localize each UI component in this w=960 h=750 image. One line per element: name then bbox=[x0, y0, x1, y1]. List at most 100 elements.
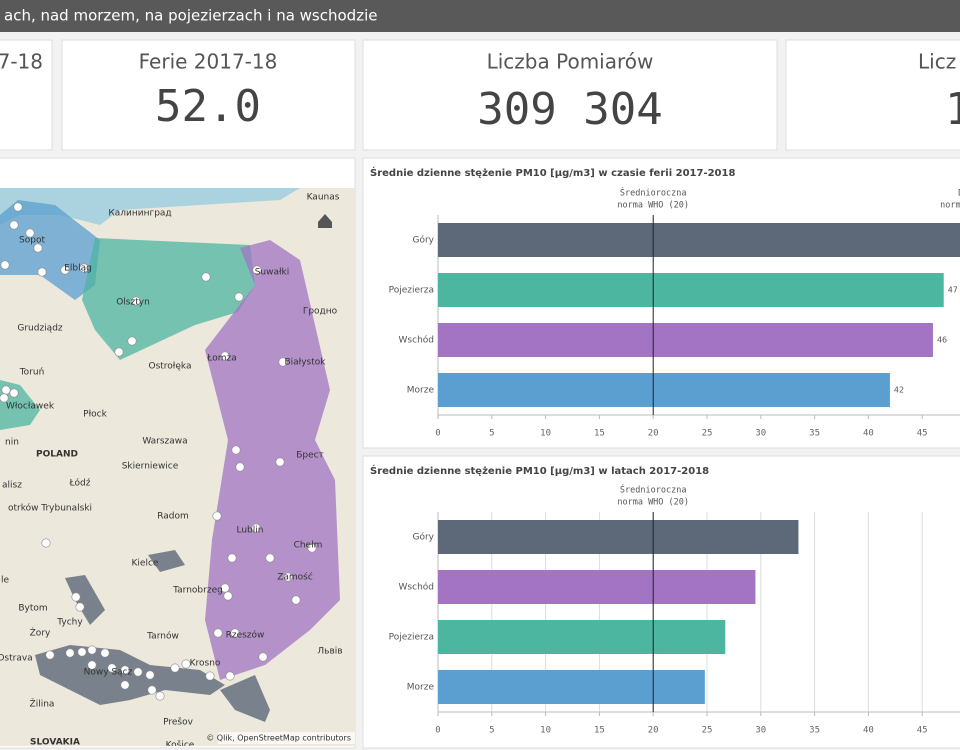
map-label: Bytom bbox=[18, 604, 47, 614]
station[interactable] bbox=[212, 511, 222, 521]
station[interactable] bbox=[60, 265, 70, 275]
map-label: Olsztyn bbox=[116, 298, 150, 308]
bar[interactable] bbox=[438, 520, 799, 554]
map[interactable]: Kaunas Калининград Sopot Elbląg Olsztyn Suwał… bbox=[0, 188, 355, 750]
station[interactable] bbox=[120, 665, 130, 675]
station[interactable] bbox=[65, 648, 75, 658]
map-label: Tarnów bbox=[146, 631, 179, 642]
station[interactable] bbox=[0, 260, 10, 270]
station[interactable] bbox=[147, 685, 157, 695]
kpi-card[interactable] bbox=[785, 39, 960, 151]
station[interactable] bbox=[45, 650, 55, 660]
station[interactable] bbox=[278, 357, 288, 367]
home-icon[interactable] bbox=[318, 214, 332, 228]
region-gory[interactable] bbox=[65, 575, 105, 625]
map-label: Kielce bbox=[132, 559, 159, 569]
map-label: Žilina bbox=[30, 698, 55, 710]
station[interactable] bbox=[291, 595, 301, 605]
station[interactable] bbox=[37, 267, 47, 277]
station[interactable] bbox=[0, 393, 9, 403]
station[interactable] bbox=[145, 670, 155, 680]
x-tick-label: 35 bbox=[809, 429, 820, 439]
kpi-label: 7-18 bbox=[0, 50, 43, 74]
region-wschod[interactable] bbox=[205, 240, 340, 680]
region-gory[interactable] bbox=[220, 675, 270, 722]
station[interactable] bbox=[33, 243, 43, 253]
station[interactable] bbox=[100, 648, 110, 658]
y-tick-label: Pojezierza bbox=[389, 633, 434, 643]
x-tick-label: 30 bbox=[755, 429, 766, 439]
x-tick-label: 40 bbox=[863, 429, 874, 439]
bar[interactable] bbox=[438, 223, 960, 257]
bar[interactable] bbox=[438, 323, 933, 357]
bar[interactable] bbox=[438, 273, 944, 307]
station[interactable] bbox=[77, 647, 87, 657]
region-gory[interactable] bbox=[148, 550, 185, 572]
bar[interactable] bbox=[438, 670, 705, 704]
station[interactable] bbox=[1, 385, 11, 395]
station[interactable] bbox=[79, 263, 89, 273]
x-tick-label: 5 bbox=[489, 429, 494, 439]
x-tick-label: 5 bbox=[489, 726, 494, 736]
bar[interactable] bbox=[438, 620, 726, 654]
station[interactable] bbox=[155, 691, 165, 701]
station[interactable] bbox=[235, 462, 245, 472]
region-morze[interactable] bbox=[0, 200, 100, 300]
station[interactable] bbox=[231, 445, 241, 455]
station[interactable] bbox=[220, 583, 230, 593]
station[interactable] bbox=[227, 553, 237, 563]
station[interactable] bbox=[71, 592, 81, 602]
map-credit: © Qlik, OpenStreetMap contributors bbox=[206, 734, 351, 743]
station[interactable] bbox=[213, 628, 223, 638]
chart-title: Średnie dzienne stężenie PM10 [µg/m3] w … bbox=[370, 166, 735, 179]
station[interactable] bbox=[220, 351, 230, 361]
kpi-card[interactable] bbox=[362, 39, 778, 151]
x-tick-label: 45 bbox=[917, 726, 928, 736]
map-label: Калининград bbox=[108, 209, 171, 219]
reference-label: Średnioroczna bbox=[620, 484, 687, 496]
kpi-value: 309 304 bbox=[477, 84, 662, 135]
station[interactable] bbox=[265, 553, 275, 563]
station[interactable] bbox=[127, 336, 137, 346]
kpi-label: Ferie 2017-18 bbox=[139, 50, 278, 74]
station[interactable] bbox=[107, 663, 117, 673]
station[interactable] bbox=[87, 645, 97, 655]
station[interactable] bbox=[170, 663, 180, 673]
station[interactable] bbox=[9, 388, 19, 398]
station[interactable] bbox=[114, 347, 124, 357]
station[interactable] bbox=[75, 602, 85, 612]
station[interactable] bbox=[307, 543, 317, 553]
station[interactable] bbox=[133, 667, 143, 677]
station[interactable] bbox=[283, 572, 293, 582]
station[interactable] bbox=[225, 671, 235, 681]
station[interactable] bbox=[251, 523, 261, 533]
map-label: Гродно bbox=[303, 307, 338, 317]
station[interactable] bbox=[230, 628, 240, 638]
bar[interactable] bbox=[438, 373, 890, 407]
station[interactable] bbox=[87, 660, 97, 670]
station[interactable] bbox=[25, 228, 35, 238]
station[interactable] bbox=[9, 220, 19, 230]
station[interactable] bbox=[275, 457, 285, 467]
map-label: nin bbox=[5, 438, 19, 448]
station[interactable] bbox=[223, 591, 233, 601]
kpi-card[interactable] bbox=[0, 39, 53, 151]
station[interactable] bbox=[201, 272, 211, 282]
station[interactable] bbox=[252, 265, 262, 275]
station[interactable] bbox=[13, 202, 23, 212]
reference-label: Średnioroczna bbox=[620, 187, 687, 199]
bar[interactable] bbox=[438, 570, 756, 604]
value-label: 42 bbox=[894, 386, 904, 395]
kpi-card[interactable] bbox=[61, 39, 356, 151]
station[interactable] bbox=[258, 652, 268, 662]
station[interactable] bbox=[205, 671, 215, 681]
station[interactable] bbox=[120, 680, 130, 690]
map-label: Košice bbox=[166, 740, 195, 750]
station[interactable] bbox=[41, 538, 51, 548]
station[interactable] bbox=[181, 659, 191, 669]
station[interactable] bbox=[131, 296, 141, 306]
region-gory[interactable] bbox=[35, 645, 225, 705]
region-pojezierza[interactable] bbox=[82, 238, 255, 360]
station[interactable] bbox=[234, 292, 244, 302]
x-tick-label: 20 bbox=[648, 429, 659, 439]
